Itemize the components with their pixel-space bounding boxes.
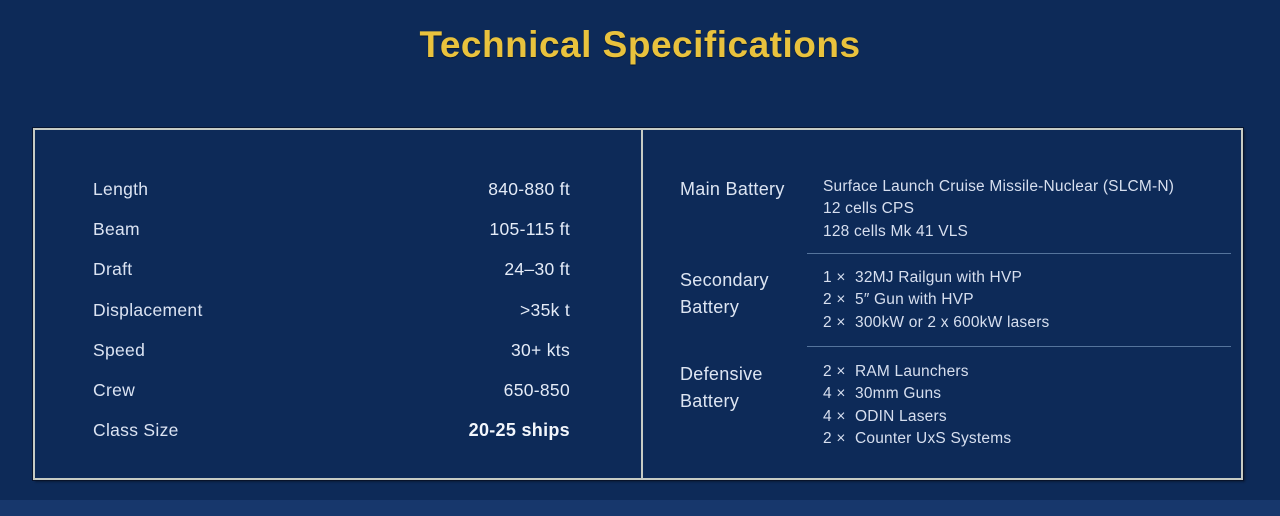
battery-item: 128 cells Mk 41 VLS <box>823 222 969 240</box>
item-name: 32MJ Railgun with HVP <box>855 269 1023 286</box>
item-quantity: 2 × <box>823 291 846 309</box>
spec-value: 30+ kts <box>510 339 570 360</box>
spec-row-beam: Beam 105-115 ft <box>93 209 570 249</box>
spec-label: Crew <box>93 380 136 401</box>
armament-column: Main Battery Surface Launch Cruise Missi… <box>643 130 1241 478</box>
section-separator <box>807 346 1231 347</box>
item-name: ODIN Lasers <box>855 407 947 425</box>
column-divider <box>641 130 643 478</box>
bottom-strip <box>0 500 1280 516</box>
spec-row-displacement: Displacement >35k t <box>93 290 570 330</box>
item-name: RAM Launchers <box>855 363 969 380</box>
spec-row-class-size: Class Size 20-25 ships <box>93 411 570 451</box>
item-quantity: 2 × <box>823 363 846 380</box>
section-separator <box>807 253 1231 254</box>
item-name: 30mm Guns <box>855 385 942 403</box>
dimensions-column: Length 840-880 ft Beam 105-115 ft Draft … <box>35 130 641 478</box>
spec-label: Speed <box>93 339 146 360</box>
spec-label: Draft <box>93 259 133 280</box>
battery-item: 2 × 5″ Gun with HVP <box>823 289 1231 311</box>
item-quantity: 2 × <box>823 313 846 331</box>
spec-row-length: Length 840-880 ft <box>93 169 570 209</box>
item-quantity: 2 × <box>823 430 846 448</box>
page-title: Technical Specifications <box>419 24 861 65</box>
battery-items: 2 × RAM Launchers 4 × 30mm Guns 4 × ODIN La… <box>823 361 1231 451</box>
battery-item: 12 cells CPS <box>823 200 915 218</box>
spec-value: >35k t <box>520 299 570 320</box>
battery-item: 2 × 300kW or 2 x 600kW lasers <box>823 312 1231 334</box>
item-quantity: 4 × <box>823 385 846 403</box>
battery-item: Surface Launch Cruise Missile-Nuclear (S… <box>823 178 1175 195</box>
item-name: 300kW or 2 x 600kW lasers <box>855 313 1050 331</box>
battery-label: Secondary Battery <box>680 270 769 317</box>
spec-row-speed: Speed 30+ kts <box>93 330 570 370</box>
battery-label: Main Battery <box>680 179 785 199</box>
battery-item: 4 × 30mm Guns <box>823 383 1231 405</box>
spec-value: 650-850 <box>503 380 570 401</box>
battery-item: 2 × Counter UxS Systems <box>823 428 1231 450</box>
spec-label: Length <box>93 178 149 199</box>
item-quantity: 1 × <box>823 269 846 286</box>
battery-items: 1 × 32MJ Railgun with HVP 2 × 5″ Gun with … <box>823 267 1231 334</box>
spec-value: 105-115 ft <box>489 218 570 239</box>
spec-label: Displacement <box>93 299 203 320</box>
spec-row-crew: Crew 650-850 <box>93 370 570 410</box>
item-quantity: 4 × <box>823 407 846 425</box>
spec-label: Class Size <box>93 420 179 441</box>
battery-label: Defensive Battery <box>680 364 763 411</box>
battery-item: 1 × 32MJ Railgun with HVP <box>823 267 1231 289</box>
battery-item: 4 × ODIN Lasers <box>823 406 1231 428</box>
spec-value: 20-25 ships <box>468 420 570 441</box>
spec-value: 840-880 ft <box>488 178 570 199</box>
battery-item: 2 × RAM Launchers <box>823 361 1231 383</box>
item-name: Counter UxS Systems <box>855 430 1012 448</box>
spec-table-frame: Length 840-880 ft Beam 105-115 ft Draft … <box>33 128 1243 480</box>
item-name: 5″ Gun with HVP <box>855 291 974 309</box>
spec-label: Beam <box>93 218 140 239</box>
spec-value: 24–30 ft <box>504 259 570 280</box>
battery-items: Surface Launch Cruise Missile-Nuclear (S… <box>823 176 1231 243</box>
spec-row-draft: Draft 24–30 ft <box>93 250 570 290</box>
